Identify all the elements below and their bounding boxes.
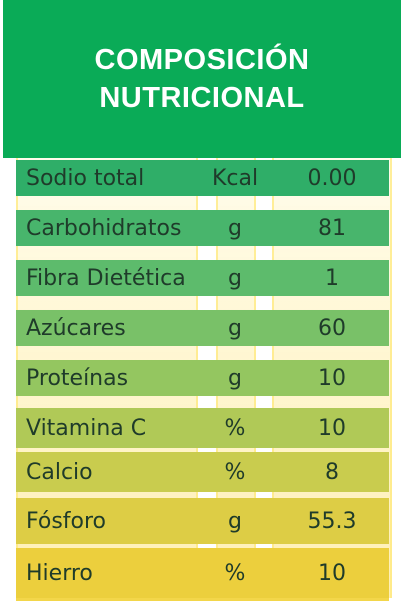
nutrient-unit: g — [228, 508, 242, 534]
nutrient-name: Azúcares — [26, 315, 126, 341]
nutrient-name: Calcio — [26, 459, 93, 485]
nutrient-unit: g — [228, 215, 242, 241]
nutrient-unit: g — [228, 365, 242, 391]
table-row: Azúcares g 60 — [16, 310, 389, 346]
table-row: Hierro % 10 — [16, 548, 389, 598]
table-row: Calcio % 8 — [16, 452, 389, 492]
header-title-line2: NUTRICIONAL — [99, 82, 305, 114]
table-bottom-border — [16, 598, 389, 601]
nutrient-unit: g — [228, 315, 242, 341]
nutrient-value: 10 — [318, 365, 346, 391]
nutrient-value: 8 — [325, 459, 339, 485]
nutrient-name: Hierro — [26, 560, 93, 586]
nutrient-name: Sodio total — [26, 165, 145, 191]
nutrient-unit: g — [228, 265, 242, 291]
nutrient-value: 81 — [318, 215, 346, 241]
nutrient-value: 1 — [325, 265, 339, 291]
header-title-line1: COMPOSICIÓN — [94, 44, 310, 76]
table-row: Vitamina C % 10 — [16, 408, 389, 448]
nutrient-unit: Kcal — [211, 165, 259, 191]
nutrient-unit: % — [224, 560, 246, 586]
nutrition-header: COMPOSICIÓN NUTRICIONAL — [3, 0, 401, 158]
nutrient-value: 10 — [318, 560, 346, 586]
nutrient-value: 55.3 — [307, 508, 357, 534]
table-row: Fibra Dietética g 1 — [16, 260, 389, 296]
nutrient-name: Vitamina C — [26, 415, 147, 441]
table-row: Carbohidratos g 81 — [16, 210, 389, 246]
table-row: Fósforo g 55.3 — [16, 498, 389, 544]
nutrient-value: 10 — [318, 415, 346, 441]
nutrient-value: 0.00 — [307, 165, 357, 191]
nutrient-unit: % — [224, 415, 246, 441]
table-row: Proteínas g 10 — [16, 360, 389, 396]
nutrient-name: Carbohidratos — [26, 215, 182, 241]
nutrient-value: 60 — [318, 315, 346, 341]
nutrient-name: Fibra Dietética — [26, 265, 186, 291]
nutrient-name: Fósforo — [26, 508, 107, 534]
nutrient-name: Proteínas — [26, 365, 129, 391]
nutrient-unit: % — [224, 459, 246, 485]
table-row: Sodio total Kcal 0.00 — [16, 160, 389, 196]
